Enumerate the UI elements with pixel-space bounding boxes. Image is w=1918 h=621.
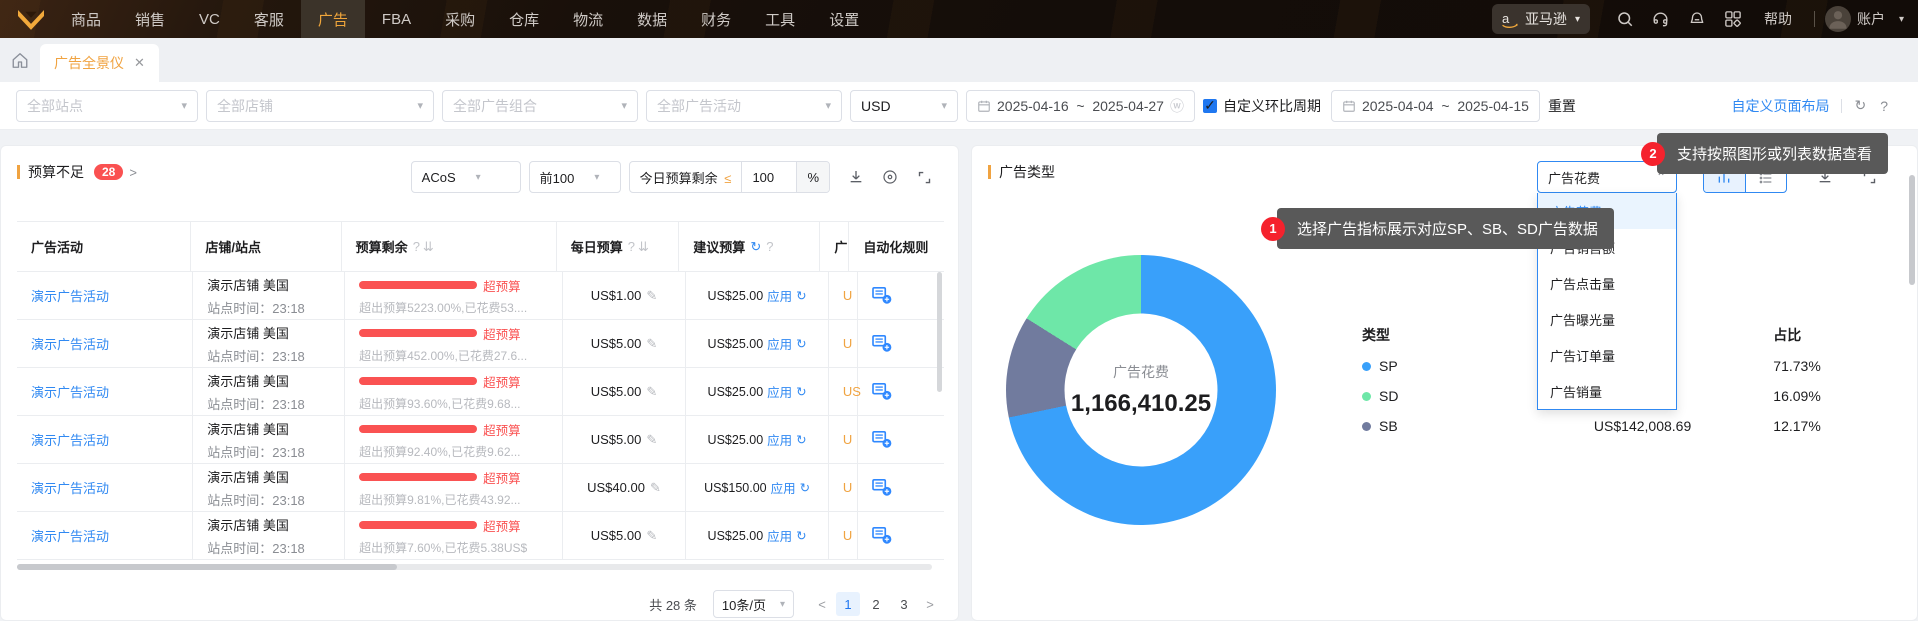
svg-text:a: a <box>1502 11 1510 26</box>
